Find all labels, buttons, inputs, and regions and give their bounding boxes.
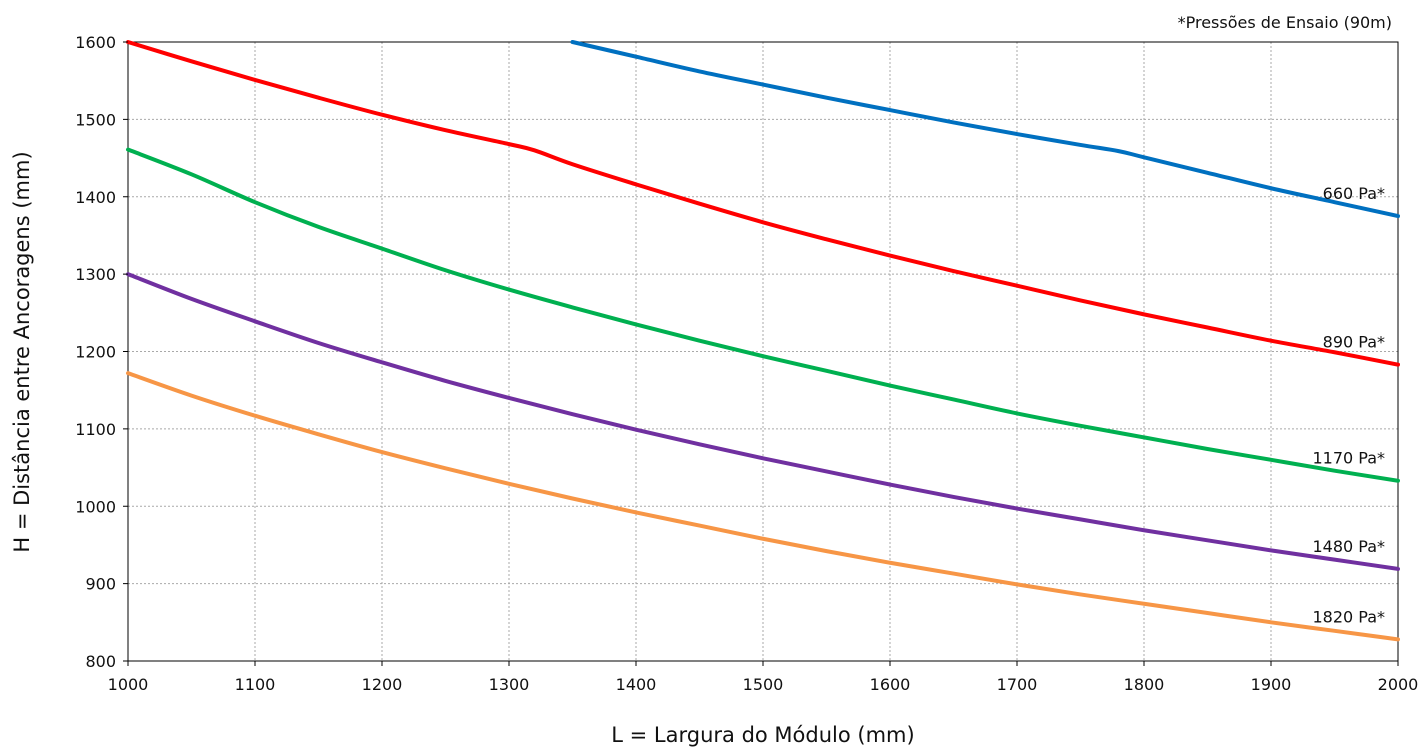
x-tick-label: 1800 <box>1124 675 1165 694</box>
x-tick-label: 1200 <box>362 675 403 694</box>
y-tick-label: 1600 <box>75 33 116 52</box>
test-pressure-note: *Pressões de Ensaio (90m) <box>1178 13 1392 32</box>
y-tick-label: 800 <box>85 652 116 671</box>
y-tick-label: 1300 <box>75 265 116 284</box>
series-label: 1170 Pa* <box>1312 449 1385 468</box>
x-tick-label: 1700 <box>997 675 1038 694</box>
y-tick-label: 1400 <box>75 188 116 207</box>
y-tick-label: 900 <box>85 575 116 594</box>
x-tick-label: 1600 <box>870 675 911 694</box>
series-line <box>570 40 1400 219</box>
y-tick-label: 1000 <box>75 497 116 516</box>
x-axis-ticks: 1000 1100 1200 1300 1400 1500 1600 1700 1800 1900… <box>108 661 1419 694</box>
series-labels: 660 Pa* 890 Pa* 1170 Pa* 1480 Pa* 1820 Pa* <box>1312 184 1385 626</box>
y-axis-title: H = Distância entre Ancoragens (mm) <box>10 151 34 552</box>
series-group <box>126 40 1400 642</box>
x-axis-title: L = Largura do Módulo (mm) <box>611 723 914 747</box>
series-line <box>126 272 1400 571</box>
series-label: 660 Pa* <box>1323 184 1385 203</box>
series-label: 1480 Pa* <box>1312 537 1385 556</box>
series-line <box>126 147 1400 483</box>
y-axis-ticks: 800 900 1000 1100 1200 1300 1400 1500 1600 <box>75 33 128 671</box>
series-label: 890 Pa* <box>1323 333 1385 352</box>
x-tick-label: 2000 <box>1378 675 1419 694</box>
y-tick-label: 1200 <box>75 343 116 362</box>
series-line <box>126 40 1400 367</box>
x-tick-label: 1500 <box>743 675 784 694</box>
x-tick-label: 1400 <box>616 675 657 694</box>
x-tick-label: 1300 <box>489 675 530 694</box>
x-tick-label: 1900 <box>1251 675 1292 694</box>
y-tick-label: 1100 <box>75 420 116 439</box>
x-tick-label: 1100 <box>235 675 276 694</box>
y-tick-label: 1500 <box>75 110 116 129</box>
series-label: 1820 Pa* <box>1312 607 1385 626</box>
series-line <box>126 371 1400 642</box>
x-tick-label: 1000 <box>108 675 149 694</box>
grid <box>128 42 1398 661</box>
